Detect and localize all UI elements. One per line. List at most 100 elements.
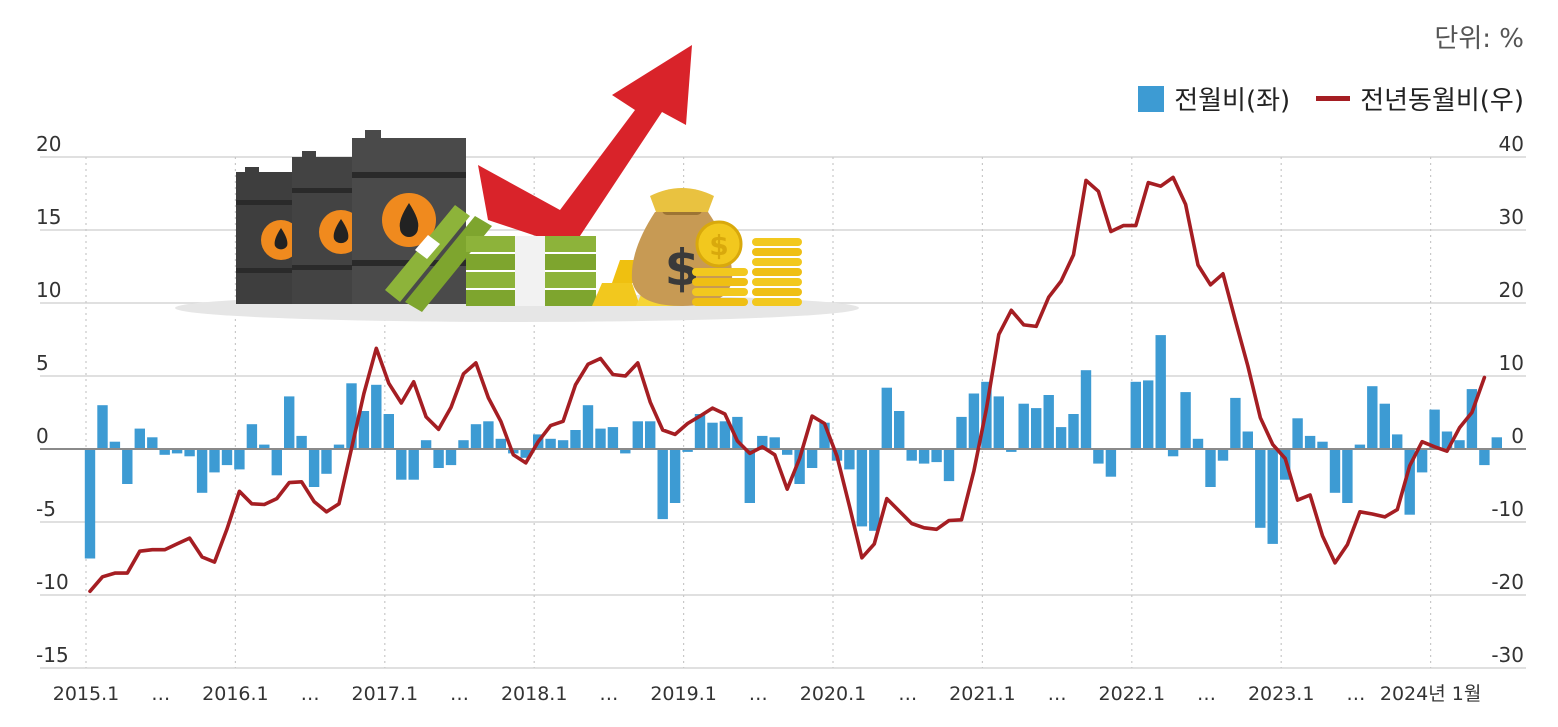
- bar: [495, 438, 506, 449]
- bar: [1242, 431, 1253, 449]
- bar: [1466, 389, 1478, 449]
- oil-money-illustration: $ $: [175, 45, 859, 322]
- bar: [420, 440, 432, 449]
- bar: [234, 449, 245, 470]
- bar: [271, 449, 282, 476]
- bar: [346, 383, 357, 449]
- bar: [1404, 449, 1415, 515]
- bar: [894, 411, 905, 449]
- cash-stack-icon: [466, 236, 596, 306]
- bar: [557, 440, 569, 449]
- line-series: [88, 175, 1487, 594]
- x-tick-label: …: [1197, 683, 1216, 705]
- x-tick-label: …: [1346, 683, 1365, 705]
- bar: [1155, 335, 1166, 449]
- y-axis-left: 20 15 10 5 0 -5 -10 -15: [36, 132, 69, 667]
- x-tick-label: 2022.1: [1099, 683, 1165, 705]
- bar: [1491, 437, 1502, 449]
- y-right-tick-label: -30: [1491, 643, 1524, 667]
- bar: [769, 437, 780, 449]
- bar: [371, 384, 382, 449]
- bar: [1255, 449, 1266, 528]
- y-left-tick-label: 5: [36, 351, 49, 375]
- bar: [1105, 449, 1117, 477]
- bar: [458, 440, 469, 449]
- bar: [1180, 392, 1191, 449]
- bar: [520, 449, 531, 458]
- bar: [719, 421, 731, 449]
- bar: [1018, 403, 1029, 449]
- x-tick-label: 2024년 1월: [1380, 683, 1481, 705]
- x-tick-label: 2017.1: [352, 683, 418, 705]
- bar: [1367, 386, 1378, 449]
- bar: [1317, 441, 1328, 449]
- bar: [122, 449, 133, 484]
- x-tick-label: …: [749, 683, 768, 705]
- bar: [1329, 449, 1341, 493]
- svg-text:$: $: [709, 229, 728, 262]
- rising-arrow-icon: [478, 45, 692, 248]
- x-tick-label: 2020.1: [800, 683, 866, 705]
- bar: [1043, 395, 1054, 449]
- bar: [221, 449, 233, 466]
- bar: [595, 428, 606, 449]
- bar: [782, 449, 793, 455]
- bar: [483, 421, 494, 449]
- bar: [1130, 381, 1141, 449]
- bar: [1230, 397, 1241, 449]
- bar: [1479, 449, 1490, 466]
- bar: [1441, 431, 1453, 449]
- x-tick-label: 2021.1: [949, 683, 1015, 705]
- x-tick-label: 2023.1: [1248, 683, 1314, 705]
- bar: [246, 424, 258, 449]
- bar: [657, 449, 668, 520]
- x-tick-label: …: [1048, 683, 1067, 705]
- bar: [545, 438, 556, 449]
- bar: [682, 449, 693, 452]
- bar: [1080, 370, 1092, 449]
- y-axis-right: 40 30 20 10 0 -10 -20 -30: [1491, 132, 1524, 667]
- bar: [358, 411, 370, 449]
- bar: [284, 396, 295, 449]
- x-tick-label: 2019.1: [650, 683, 716, 705]
- bar: [470, 424, 482, 449]
- legend: 전월비(좌) 전년동월비(우): [1138, 80, 1524, 117]
- y-right-tick-label: 0: [1511, 424, 1524, 448]
- bar: [570, 430, 581, 449]
- bar: [209, 449, 220, 473]
- bar: [1006, 449, 1017, 452]
- bar: [433, 449, 444, 468]
- bar: [645, 421, 656, 449]
- bar: [856, 449, 868, 527]
- bar: [806, 449, 818, 468]
- bar: [1167, 449, 1179, 457]
- y-right-tick-label: -10: [1491, 497, 1524, 521]
- bar: [694, 414, 706, 449]
- unit-label: 단위: %: [1434, 24, 1524, 54]
- x-tick-label: 2018.1: [501, 683, 567, 705]
- bar: [171, 449, 183, 454]
- bar: [732, 416, 743, 449]
- bar: [744, 449, 755, 503]
- bar: [296, 435, 307, 449]
- gold-coin-icon: $: [695, 220, 743, 268]
- bar: [1031, 408, 1042, 449]
- bar: [794, 449, 805, 484]
- bar: [147, 437, 158, 449]
- bar: [819, 422, 830, 449]
- bar: [1304, 435, 1316, 449]
- line-path: [88, 175, 1487, 594]
- bar: [1342, 449, 1353, 503]
- y-right-tick-label: 10: [1499, 351, 1524, 375]
- bar: [1217, 449, 1229, 461]
- bar: [1454, 440, 1465, 449]
- bar: [159, 449, 170, 455]
- bar: [956, 416, 967, 449]
- bar: [869, 449, 880, 531]
- bar: [918, 449, 930, 464]
- bar: [109, 441, 121, 449]
- bar: [757, 435, 768, 449]
- bar: [1093, 449, 1104, 464]
- y-right-tick-label: -20: [1491, 570, 1524, 594]
- x-tick-label: …: [301, 683, 320, 705]
